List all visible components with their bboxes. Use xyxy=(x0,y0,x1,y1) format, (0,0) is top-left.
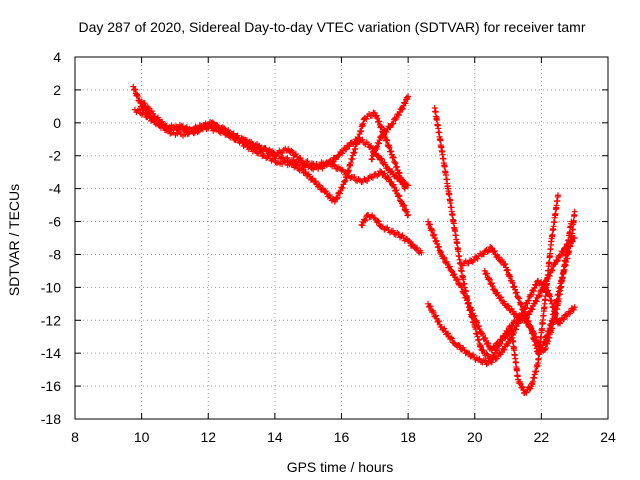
series-markers xyxy=(369,94,411,163)
series-track-a xyxy=(130,83,412,189)
series-track-e xyxy=(358,211,425,256)
series-track-b xyxy=(131,106,408,205)
y-tick-label: -12 xyxy=(41,312,61,328)
series-markers xyxy=(359,212,424,256)
x-tick-label: 16 xyxy=(334,429,350,445)
data-point xyxy=(335,152,342,159)
y-tick-label: -8 xyxy=(49,246,62,262)
chart-title: Day 287 of 2020, Sidereal Day-to-day VTE… xyxy=(78,19,585,35)
series-markers xyxy=(459,220,575,358)
x-tick-label: 18 xyxy=(400,429,416,445)
y-axis-label: SDTVAR / TECUs xyxy=(6,184,22,296)
series-markers xyxy=(133,107,408,204)
x-tick-label: 12 xyxy=(200,429,216,445)
series-track-h xyxy=(458,218,575,358)
y-tick-label: -16 xyxy=(41,378,61,394)
x-tick-label: 10 xyxy=(134,429,150,445)
series-track-c xyxy=(138,98,412,219)
y-tick-label: 2 xyxy=(53,82,61,98)
y-tick-label: -6 xyxy=(49,214,62,230)
x-axis-label: GPS time / hours xyxy=(287,459,394,475)
y-tick-label: -10 xyxy=(41,279,61,295)
data-series xyxy=(130,83,578,397)
x-tick-label: 8 xyxy=(71,429,79,445)
data-point xyxy=(368,174,375,181)
x-tick-label: 20 xyxy=(467,429,483,445)
x-tick-label: 22 xyxy=(534,429,550,445)
series-track-i xyxy=(425,277,578,368)
y-tick-label: -14 xyxy=(41,345,61,361)
series-markers xyxy=(482,235,577,324)
axis-ticks: 8 10 12 14 16 18 20 22 24420-2-4-6-8-10-12-14-16… xyxy=(41,49,616,445)
grid-lines xyxy=(74,56,609,420)
y-tick-label: -18 xyxy=(41,411,61,427)
y-tick-label: -2 xyxy=(49,148,62,164)
x-tick-label: 14 xyxy=(267,429,283,445)
series-markers xyxy=(130,86,410,189)
series-markers xyxy=(139,100,411,219)
series-track-d xyxy=(368,93,412,163)
y-tick-label: 0 xyxy=(53,115,61,131)
series-track-j xyxy=(481,235,578,324)
x-tick-label: 24 xyxy=(600,429,616,445)
y-tick-label: 4 xyxy=(53,49,61,65)
series-markers xyxy=(432,108,561,397)
data-point xyxy=(515,294,522,301)
y-tick-label: -4 xyxy=(49,181,62,197)
data-point xyxy=(448,267,455,274)
